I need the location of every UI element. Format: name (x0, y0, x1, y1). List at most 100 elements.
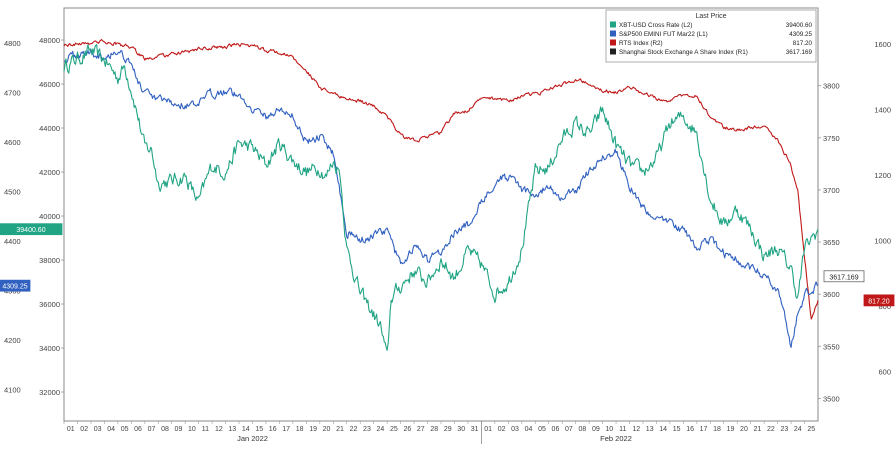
tick-label-l2: 46000 (39, 80, 60, 89)
x-tick-label: 21 (754, 426, 762, 433)
legend-swatch (610, 39, 616, 46)
tick-label-r1: 3500 (823, 394, 840, 403)
legend-label: XBT-USD Cross Rate (L2) (619, 22, 692, 29)
legend-value: 39400.60 (786, 22, 813, 29)
x-tick-label: 27 (417, 426, 425, 433)
badge-xbt-bg (0, 223, 63, 236)
legend-value: 3617.169 (786, 49, 813, 56)
tick-label-r2: 1200 (874, 171, 891, 180)
x-tick-label: 09 (592, 426, 600, 433)
tick-label-l1: 4800 (4, 39, 21, 48)
tick-label-l1: 4500 (4, 187, 21, 196)
badge-rts: 817.20 (868, 298, 890, 305)
x-axis: 01 02 03 04 05 06 07 08 09 10 11 12 13 14 15 16 17 18 19 20… (63, 421, 815, 444)
axis-right-outer: 600 800 1000 1200 1400 1600 (874, 40, 891, 376)
x-tick-label: 06 (134, 426, 142, 433)
x-month-label: Feb 2022 (600, 434, 632, 443)
tick-label-l2: 48000 (39, 36, 60, 45)
x-tick-label: 07 (565, 426, 573, 433)
x-tick-label: 17 (282, 426, 290, 433)
x-tick-label: 18 (713, 426, 721, 433)
badge-spx-bg (0, 279, 31, 292)
badge-shanghai-bg (823, 270, 865, 283)
x-tick-label: 28 (430, 426, 438, 433)
x-tick-label: 24 (377, 426, 385, 433)
x-tick-label: 04 (107, 426, 115, 433)
legend-box (605, 9, 817, 63)
x-tick-label: 18 (296, 426, 304, 433)
x-tick-label: 25 (807, 426, 815, 433)
legend-label: Shanghai Stock Exchange A Share Index (R… (619, 49, 748, 56)
tick-label-l2: 36000 (39, 300, 60, 309)
x-tick-label: 01 (67, 426, 75, 433)
x-tick-label: 22 (767, 426, 775, 433)
x-tick-label: 01 (484, 426, 492, 433)
x-tick-label: 23 (363, 426, 371, 433)
tick-label-l2: 42000 (39, 168, 60, 177)
x-tick-label: 03 (94, 426, 102, 433)
x-tick-label: 25 (390, 426, 398, 433)
tick-label-l2: 40000 (39, 212, 60, 221)
x-tick-label: 04 (525, 426, 533, 433)
tick-label-r2: 1000 (874, 237, 891, 246)
x-tick-label: 20 (323, 426, 331, 433)
x-tick-label: 19 (727, 426, 735, 433)
axis-right-inner: 3500 3550 3600 3650 3700 3750 3800 (818, 82, 840, 403)
legend-swatch (610, 21, 616, 28)
x-tick-label: 11 (202, 426, 209, 433)
tick-label-l2: 34000 (39, 344, 60, 353)
x-tick-label: 19 (309, 426, 317, 433)
legend-label: RTS Index (R2) (619, 40, 663, 47)
legend-swatch (610, 48, 616, 55)
badge-spx: 4309.25 (2, 284, 27, 291)
x-tick-label: 02 (498, 426, 506, 433)
x-tick-label: 15 (255, 426, 263, 433)
badge-xbt: 39400.60 (16, 227, 45, 234)
x-tick-label: 21 (336, 426, 344, 433)
x-tick-label: 10 (605, 426, 613, 433)
tick-label-r2: 1600 (874, 40, 891, 49)
tick-label-r1: 3750 (823, 134, 840, 143)
x-tick-label: 31 (471, 426, 479, 433)
x-tick-label: 15 (673, 426, 681, 433)
series-layer (63, 38, 819, 351)
legend-swatch (610, 30, 616, 37)
tick-label-r1: 3700 (823, 186, 840, 195)
badge-rts-bg (863, 294, 895, 307)
tick-label-r2: 1400 (874, 106, 891, 115)
x-tick-label: 26 (403, 426, 411, 433)
x-tick-label: 13 (646, 426, 654, 433)
x-tick-label: 14 (242, 426, 250, 433)
badge-shanghai: 3617.169 (829, 274, 858, 281)
tick-label-r1: 3800 (823, 82, 840, 91)
legend-label: S&P500 EMINI FUT Mar22 (L1) (619, 31, 708, 38)
tick-label-l1: 4200 (4, 336, 21, 345)
x-tick-label: 02 (80, 426, 88, 433)
x-tick-label: 13 (228, 426, 236, 433)
axis-badges: 39400.60 4309.25 3617.169 817.20 (0, 223, 895, 307)
x-tick-label: 07 (148, 426, 156, 433)
legend-header: Last Price (695, 13, 726, 20)
tick-label-l1: 4400 (4, 237, 21, 246)
x-tick-label: 14 (659, 426, 667, 433)
x-tick-label: 16 (269, 426, 277, 433)
legend-value: 817.20 (793, 40, 813, 47)
x-tick-label: 11 (619, 426, 626, 433)
axis-left-inner: 32000 34000 36000 38000 40000 42000 44000 46000… (39, 36, 64, 397)
tick-label-r2: 600 (878, 367, 891, 376)
x-tick-label: 24 (794, 426, 802, 433)
x-tick-label: 17 (700, 426, 708, 433)
x-tick-label: 16 (686, 426, 694, 433)
tick-label-l2: 32000 (39, 388, 60, 397)
x-tick-label: 23 (780, 426, 788, 433)
x-tick-label: 05 (538, 426, 546, 433)
legend-value: 4309.25 (789, 31, 812, 38)
x-tick-label: 12 (632, 426, 640, 433)
tick-label-l1: 4700 (4, 88, 21, 97)
x-tick-label: 09 (175, 426, 183, 433)
tick-label-r2: 800 (878, 302, 891, 311)
series-line-0 (63, 44, 819, 351)
